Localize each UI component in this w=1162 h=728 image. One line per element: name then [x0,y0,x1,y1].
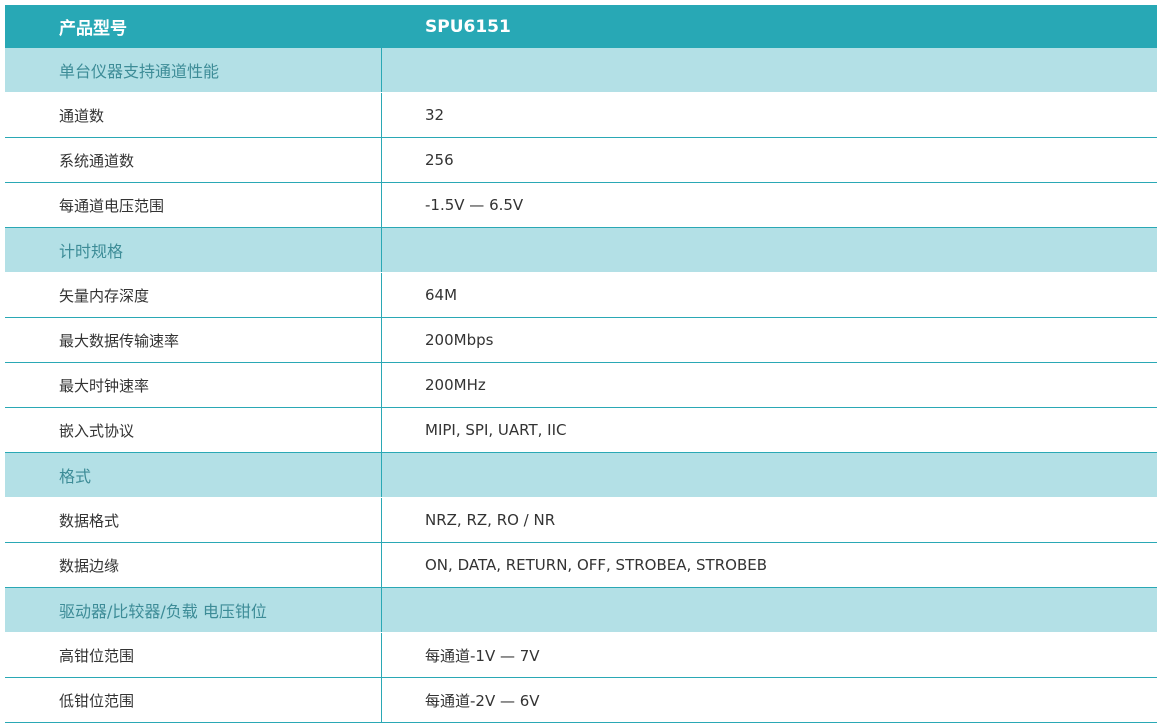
row-label: 数据格式 [5,498,382,542]
table-row: 最大数据传输速率 200Mbps [5,318,1157,363]
table-row: 数据边缘 ON, DATA, RETURN, OFF, STROBEA, STRO… [5,543,1157,588]
header-label: 产品型号 [59,19,127,39]
section-row: 计时规格 [5,228,1157,273]
row-value: 256 [425,151,454,169]
row-label: 高钳位范围 [5,633,382,677]
table-row: 系统通道数 256 [5,138,1157,183]
table-row: 嵌入式协议 MIPI, SPI, UART, IIC [5,408,1157,453]
table-row: 每通道电压范围 -1.5V — 6.5V [5,183,1157,228]
row-label: 低钳位范围 [5,678,382,722]
row-value: MIPI, SPI, UART, IIC [425,421,567,439]
spec-table: 产品型号 SPU6151 单台仪器支持通道性能 通道数 32 系统通道数 256 每通道电… [5,5,1157,723]
row-label: 通道数 [5,93,382,137]
row-label: 最大时钟速率 [5,363,382,407]
row-value: 每通道-2V — 6V [425,691,540,710]
table-row: 矢量内存深度 64M [5,273,1157,318]
row-label: 最大数据传输速率 [5,318,382,362]
row-value [382,228,1157,272]
section-row: 单台仪器支持通道性能 [5,48,1157,93]
row-label: 计时规格 [5,228,382,272]
table-row: 最大时钟速率 200MHz [5,363,1157,408]
row-value [382,453,1157,497]
table-row: 通道数 32 [5,93,1157,138]
row-value: NRZ, RZ, RO / NR [425,511,556,529]
table-row: 高钳位范围 每通道-1V — 7V [5,633,1157,678]
row-value [382,588,1157,632]
row-label: 每通道电压范围 [5,183,382,227]
table-header: 产品型号 SPU6151 [5,5,1157,48]
row-value: 64M [425,286,458,304]
row-value: 200Mbps [425,331,494,349]
row-label: 数据边缘 [5,543,382,587]
section-row: 格式 [5,453,1157,498]
row-value: 每通道-1V — 7V [425,646,540,665]
section-row: 驱动器/比较器/负载 电压钳位 [5,588,1157,633]
row-label: 单台仪器支持通道性能 [5,48,382,92]
row-value: ON, DATA, RETURN, OFF, STROBEA, STROBEB [425,556,768,574]
row-label: 矢量内存深度 [5,273,382,317]
row-label: 格式 [5,453,382,497]
row-value: 32 [425,106,445,124]
row-label: 嵌入式协议 [5,408,382,452]
row-label: 系统通道数 [5,138,382,182]
row-label: 驱动器/比较器/负载 电压钳位 [5,588,382,632]
table-row: 低钳位范围 每通道-2V — 6V [5,678,1157,723]
table-row: 数据格式 NRZ, RZ, RO / NR [5,498,1157,543]
row-value [382,48,1157,92]
row-value: -1.5V — 6.5V [425,196,524,214]
row-value: 200MHz [425,376,486,394]
header-value: SPU6151 [425,16,511,37]
